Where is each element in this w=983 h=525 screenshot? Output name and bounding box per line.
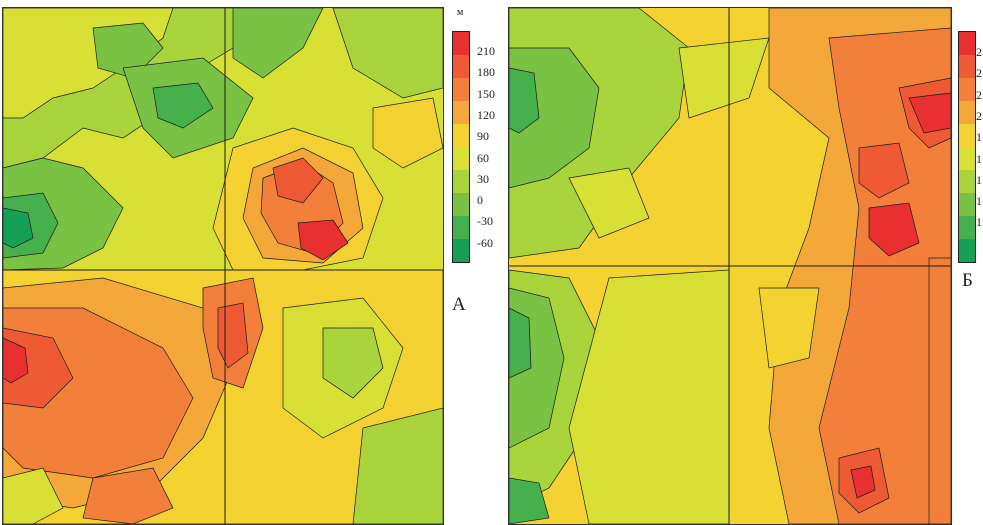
legend-a-color-step xyxy=(453,55,469,78)
legend-a-tick-label: -30 xyxy=(477,214,493,229)
legend-b-color-step xyxy=(959,55,975,78)
legend-b-color-step xyxy=(959,78,975,101)
legend-a-color-step xyxy=(453,216,469,239)
legend-b-tick-label: 1 xyxy=(976,151,982,166)
legend-b-tick-label: 1 xyxy=(976,215,982,230)
contour-map-b xyxy=(508,7,952,525)
legend-b-colorbar xyxy=(958,31,976,263)
legend-b-color-step xyxy=(959,170,975,193)
legend-b-tick-label: 2 xyxy=(976,108,982,123)
legend-a-tick-label: 150 xyxy=(477,86,495,101)
legend-a-color-step xyxy=(453,170,469,193)
legend-a-color-step xyxy=(453,124,469,147)
legend-a-color-step xyxy=(453,193,469,216)
contour-map-b-svg xyxy=(509,8,951,524)
legend-b-tick-label: 1 xyxy=(976,130,982,145)
legend-a-tick-label: 90 xyxy=(477,129,489,144)
panel-label-b: Б xyxy=(962,270,973,291)
panel-label-a: А xyxy=(452,294,466,315)
legend-a-tick-label: 180 xyxy=(477,65,495,80)
legend-b-color-step xyxy=(959,193,975,216)
legend-b-color-step xyxy=(959,147,975,170)
contour-map-a-svg xyxy=(3,8,443,524)
legend-b-color-step xyxy=(959,239,975,262)
legend-a-unit: м xyxy=(457,7,464,18)
legend-b-color-step xyxy=(959,124,975,147)
legend-a-color-step xyxy=(453,78,469,101)
legend-b-tick-label: 1 xyxy=(976,172,982,187)
legend-a-color-step xyxy=(453,32,469,55)
legend-b-color-step xyxy=(959,101,975,124)
contour-map-a xyxy=(2,7,444,525)
legend-a-color-step xyxy=(453,239,469,262)
legend-b-color-step xyxy=(959,32,975,55)
legend-a-tick-label: 30 xyxy=(477,171,489,186)
legend-b-color-step xyxy=(959,216,975,239)
legend-a-tick-label: 210 xyxy=(477,44,495,58)
legend-a-color-step xyxy=(453,147,469,170)
legend-a-tick-label: -60 xyxy=(477,235,493,250)
legend-a-colorbar xyxy=(452,31,470,263)
legend-b-tick-label: 2 xyxy=(976,87,982,102)
legend-b-tick-label: 2 xyxy=(976,66,982,81)
legend-b-tick-label: 1 xyxy=(976,194,982,209)
legend-a-tick-label: 60 xyxy=(477,150,489,165)
legend-a-color-step xyxy=(453,101,469,124)
legend-b-tick-label: 2 xyxy=(976,45,982,59)
legend-a-tick-label: 120 xyxy=(477,107,495,122)
legend-a-tick-label: 0 xyxy=(477,193,483,208)
